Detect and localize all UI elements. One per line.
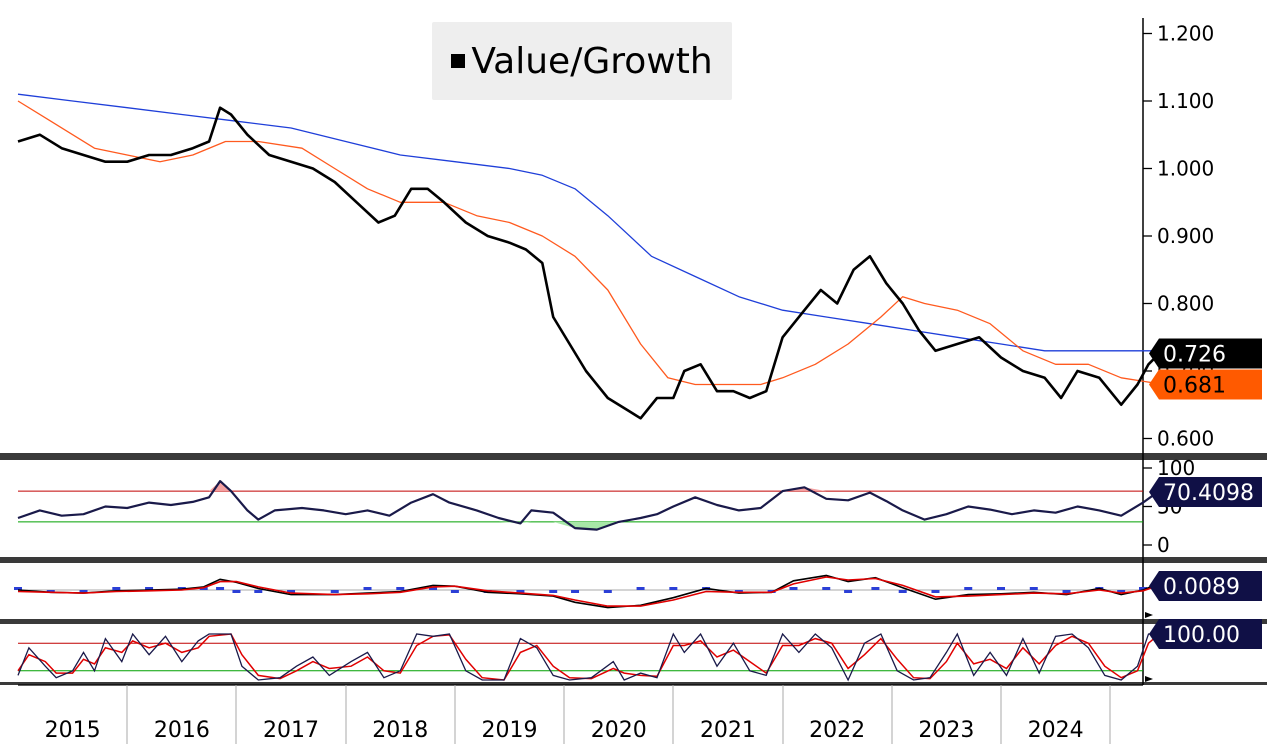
rsi-line — [17, 480, 1161, 531]
macd-value-label-box — [1149, 571, 1262, 601]
macd-histogram-bar — [516, 590, 525, 593]
panel-separator — [0, 619, 1267, 624]
panel-separator — [0, 557, 1267, 563]
macd-panel — [14, 574, 1164, 618]
rsi-overbought-fill — [18, 481, 1160, 492]
macd-histogram-bar — [287, 590, 296, 593]
macd-histogram-bar — [898, 590, 907, 593]
macd-histogram-bar — [450, 590, 459, 593]
slow-ma-line — [17, 93, 1160, 352]
x-tick-label: 2020 — [591, 718, 647, 743]
x-tick-label: 2018 — [372, 718, 428, 743]
rsi-value-label-text: 70.4098 — [1163, 481, 1254, 506]
price-value-label-text: 0.726 — [1163, 342, 1226, 367]
stoch-value-label-box — [1149, 619, 1262, 649]
x-tick-label: 2021 — [700, 718, 756, 743]
macd-histogram-bar — [603, 590, 612, 593]
macd-histogram-bar — [789, 587, 798, 590]
y-tick-label: 1.000 — [1157, 157, 1214, 181]
stoch-d-line — [17, 633, 1160, 681]
macd-histogram-bar — [429, 587, 438, 590]
x-tick-label: 2023 — [918, 718, 974, 743]
x-tick-label: 2024 — [1028, 718, 1084, 743]
panel-separator — [0, 453, 1267, 460]
y-tick-label: 0.800 — [1157, 292, 1214, 316]
macd-histogram-bar — [636, 587, 645, 590]
price-value-label-box — [1149, 338, 1262, 369]
macd-histogram-bar — [232, 590, 241, 593]
macd-histogram-bar — [1117, 590, 1126, 593]
macd-arrow-marker — [1145, 612, 1153, 618]
macd-histogram-bar — [216, 587, 225, 590]
macd-histogram-bar — [363, 587, 372, 590]
price-line — [17, 106, 1161, 420]
ma-value-label-text: 0.681 — [1163, 373, 1226, 398]
macd-histogram-bar — [871, 587, 880, 590]
macd-histogram-bar — [1029, 587, 1038, 590]
price-value-label: 0.726 — [1149, 338, 1262, 369]
rsi-value-label-box — [1149, 477, 1262, 507]
macd-histogram-bar — [79, 590, 88, 593]
macd-histogram-bar — [844, 590, 853, 593]
macd-histogram-bar — [145, 587, 154, 590]
macd-histogram-bar — [1139, 587, 1147, 590]
macd-histogram-bar — [396, 587, 405, 590]
legend-label: Value/Growth — [471, 40, 713, 82]
panel-separator — [0, 682, 1267, 685]
stoch-k-line — [17, 632, 1160, 682]
fast-ma-line — [17, 100, 1160, 386]
x-tick-label: 2019 — [482, 718, 538, 743]
stoch-value-label: 100.00 — [1149, 619, 1262, 649]
x-tick-label: 2016 — [154, 718, 210, 743]
ma-value-label: 0.681 — [1149, 369, 1262, 400]
rsi-y-tick-label: 100 — [1157, 456, 1195, 480]
legend: Value/Growth — [432, 22, 732, 100]
y-tick-label: 0.600 — [1157, 427, 1214, 451]
macd-histogram-bar — [254, 590, 263, 593]
rsi-value-label: 70.4098 — [1149, 477, 1262, 507]
axes-layer — [0, 18, 1267, 685]
macd-histogram-bar — [997, 587, 1006, 590]
macd-histogram-bar — [822, 587, 831, 590]
x-axis-ticks: 2015 2016 2017 2018 2019 2020 2021 2022 2023 2024 — [18, 684, 1143, 744]
stoch-value-label-text: 100.00 — [1163, 623, 1240, 648]
x-tick-label: 2022 — [809, 718, 865, 743]
macd-histogram-bar — [1062, 590, 1071, 593]
macd-signal-line — [17, 576, 1160, 607]
y-tick-label: 0.900 — [1157, 224, 1214, 248]
x-tick-label: 2017 — [263, 718, 319, 743]
rsi-panel: 100500 — [17, 456, 1195, 557]
x-tick-label: 2015 — [45, 718, 101, 743]
y-tick-label: 1.100 — [1157, 89, 1214, 113]
macd-histogram-bar — [330, 590, 339, 593]
macd-histogram-bar — [931, 590, 940, 593]
macd-histogram-bar — [571, 590, 580, 593]
stochastic-panel — [17, 632, 1160, 682]
macd-histogram-bar — [112, 587, 121, 590]
macd-histogram-bar — [14, 587, 22, 590]
macd-value-label: 0.0089 — [1149, 571, 1262, 601]
rsi-oversold-fill — [18, 521, 1160, 530]
legend-swatch — [451, 54, 466, 68]
rsi-y-tick-label: 0 — [1157, 533, 1170, 557]
macd-value-label-text: 0.0089 — [1163, 575, 1240, 600]
stoch-arrow-marker — [1145, 676, 1153, 682]
macd-histogram-bar — [964, 587, 973, 590]
macd-line — [17, 574, 1160, 609]
macd-histogram-bar — [549, 590, 558, 593]
value-labels: 0.726 0.681 70.4098 0.0089 100.00 — [1149, 338, 1262, 649]
macd-histogram-bar — [669, 587, 678, 590]
y-tick-label: 1.200 — [1157, 22, 1214, 46]
ma-value-label-box — [1149, 369, 1262, 400]
